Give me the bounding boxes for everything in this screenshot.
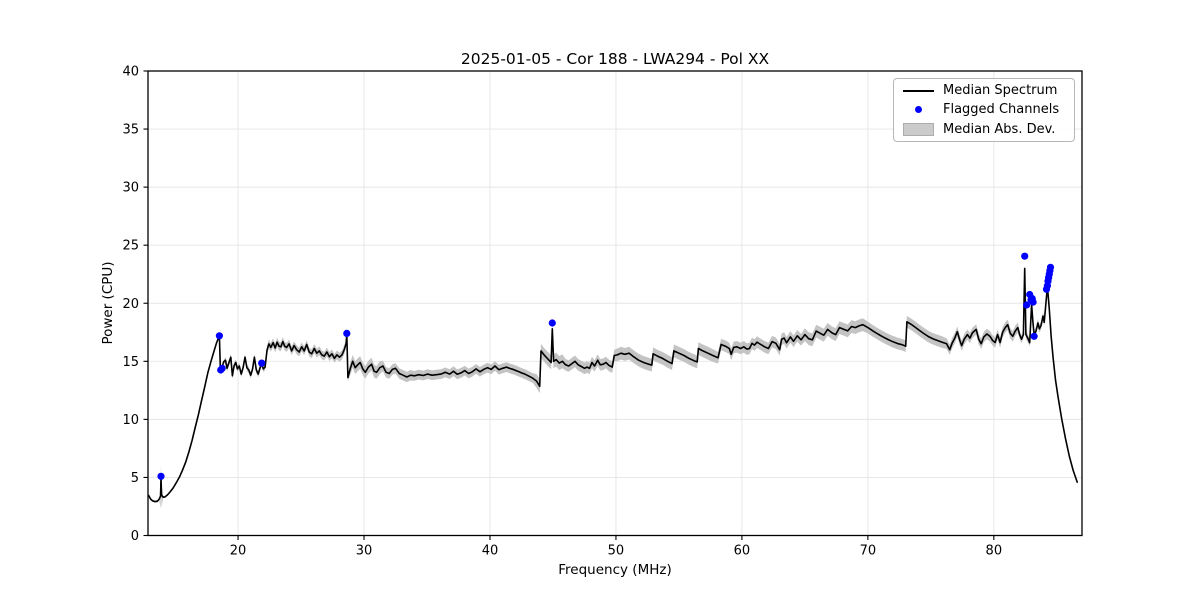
data-layer <box>147 252 1078 509</box>
flagged-channel-point <box>548 319 556 327</box>
legend-label: Flagged Channels <box>943 102 1060 118</box>
line-sample-icon <box>903 89 934 92</box>
y-axis-label: Power (CPU) <box>100 261 116 344</box>
y-tick-label: 15 <box>122 355 139 370</box>
y-tick-label: 25 <box>122 239 139 254</box>
flagged-channel-point <box>258 359 266 367</box>
y-tick-label: 20 <box>122 297 139 312</box>
legend-label: Median Spectrum <box>943 83 1058 99</box>
flagged-channel-point <box>218 364 226 372</box>
flagged-channel-point <box>1030 332 1038 340</box>
flagged-channel-point <box>343 329 351 337</box>
x-axis-label: Frequency (MHz) <box>558 562 671 578</box>
legend-label: Median Abs. Dev. <box>943 121 1056 137</box>
y-tick-label: 30 <box>122 181 139 196</box>
grid-layer <box>148 70 1082 536</box>
y-tick-label: 40 <box>122 65 139 80</box>
y-tick-label: 35 <box>122 123 139 138</box>
chart-title: 2025-01-05 - Cor 188 - LWA294 - Pol XX <box>461 50 770 68</box>
flagged-channel-point <box>1029 298 1037 306</box>
x-tick-label: 70 <box>860 544 877 559</box>
flagged-channel-point <box>215 332 223 340</box>
legend-item-median-spectrum: Median Spectrum <box>894 81 1074 100</box>
x-tick-label: 20 <box>230 544 247 559</box>
y-tick-label: 10 <box>122 413 139 428</box>
flagged-channel-point <box>157 472 165 480</box>
y-tick-label: 0 <box>131 529 139 544</box>
x-tick-label: 30 <box>356 544 373 559</box>
mad-band <box>148 264 1078 509</box>
legend-item-flagged-channels: Flagged Channels <box>894 100 1074 119</box>
flagged-channel-point <box>1046 263 1055 271</box>
x-tick-label: 50 <box>608 544 625 559</box>
dot-sample-icon <box>903 106 934 114</box>
legend-item-median-abs-dev: Median Abs. Dev. <box>894 120 1074 139</box>
x-tick-label: 80 <box>986 544 1003 559</box>
x-tick-label: 40 <box>482 544 499 559</box>
flagged-channel-point <box>1023 301 1031 309</box>
band-sample-icon <box>903 122 934 136</box>
y-tick-label: 5 <box>131 471 139 486</box>
flagged-channel-point <box>1021 252 1029 260</box>
x-tick-label: 60 <box>734 544 751 559</box>
legend: Median Spectrum Flagged Channels Median … <box>893 78 1075 142</box>
axes-layer: 20 30 40 50 60 70 80 0 5 10 15 20 25 30 35 40 <box>122 65 1083 559</box>
